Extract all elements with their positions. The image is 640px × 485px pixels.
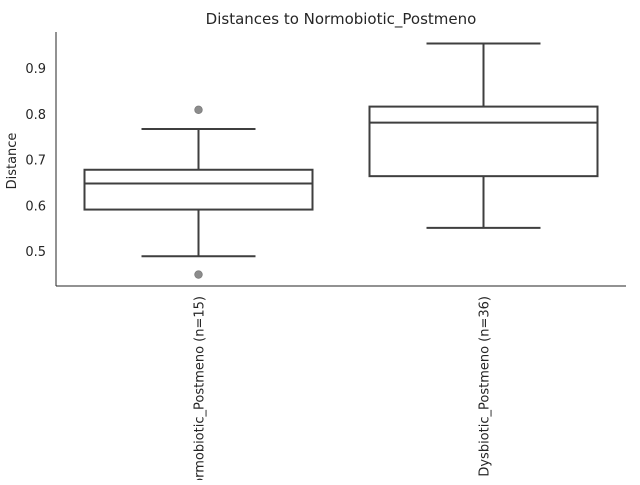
plot-area: 0.5 0.6 0.7 0.8 0.9 Normobiotic_Postmeno (n=1…	[25, 32, 626, 485]
y-tick-label: 0.7	[25, 154, 46, 169]
outlier-point	[194, 105, 203, 115]
box-iqr	[83, 168, 314, 211]
box-iqr	[368, 105, 599, 178]
x-tick-label: Normobiotic_Postmeno (n=15)	[193, 296, 208, 480]
x-tick-label: Dysbiotic_Postmeno (n=36)	[478, 296, 493, 477]
y-tick-label: 0.9	[25, 62, 46, 77]
outlier-point	[194, 270, 203, 279]
chart-title: Distances to Normobiotic_Postmeno	[206, 10, 477, 29]
y-tick-label: 0.5	[25, 245, 46, 260]
y-tick-label: 0.6	[25, 199, 46, 214]
y-axis-label: Distance	[5, 133, 20, 190]
y-tick-label: 0.8	[25, 108, 46, 123]
